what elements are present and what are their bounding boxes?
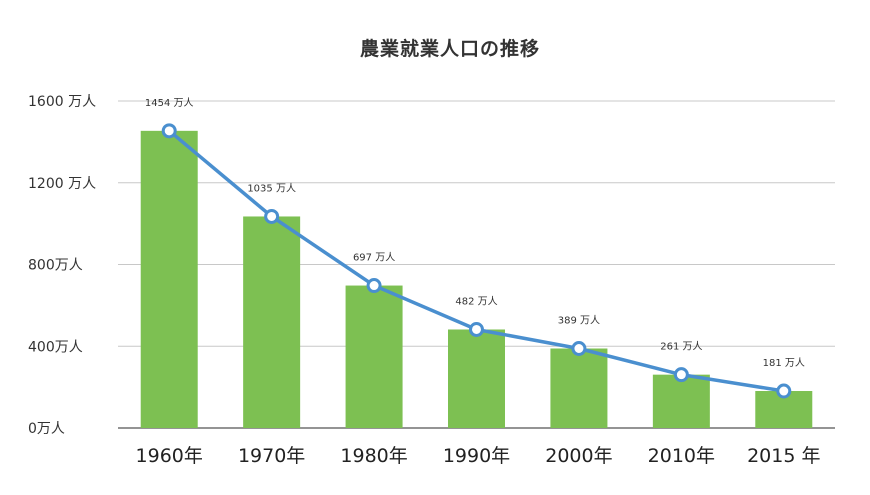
y-tick-label: 0万人 [28,421,65,437]
line-point [776,383,792,399]
bar [243,216,301,428]
trend-line [161,123,792,399]
bar [448,329,505,428]
x-tick-label: 1980年 [340,445,407,467]
data-label: 482 万人 [455,295,497,307]
y-axis-ticks: 0万人 400万人 800万人 1200 万人 1600 万人 [28,94,96,437]
data-label: 389 万人 [558,314,600,326]
x-tick-label: 2015 年 [747,445,820,467]
data-label: 1035 万人 [247,182,296,194]
line-point [161,123,177,139]
bar [550,348,608,428]
line-point [673,367,689,383]
x-tick-label: 2010年 [648,445,715,467]
data-label: 261 万人 [660,341,702,353]
line-point [469,321,484,337]
x-tick-label: 1960年 [136,445,203,467]
bar [652,374,710,428]
y-tick-label: 400万人 [28,339,83,355]
y-tick-label: 1200 万人 [28,176,96,192]
bars [140,130,813,428]
data-label: 697 万人 [353,252,395,264]
y-tick-label: 1600 万人 [28,94,96,110]
x-axis-ticks: 1960年 1970年 1980年 1990年 2000年 2010年 2015 年 [136,445,821,467]
line-point [366,278,382,294]
x-tick-label: 2000年 [545,445,612,467]
line-point [571,340,587,356]
bar [345,285,403,428]
x-tick-label: 1970年 [238,445,305,467]
y-tick-label: 800万人 [28,258,83,274]
data-label: 1454 万人 [145,97,194,109]
chart-title: 農業就業人口の推移 [360,37,540,60]
line-point [264,208,280,224]
data-labels: 1454 万人 1035 万人 697 万人 482 万人 389 万人 261 万人 18… [145,97,805,369]
bar [140,130,198,428]
x-tick-label: 1990年 [443,445,510,467]
data-label: 181 万人 [763,357,805,369]
